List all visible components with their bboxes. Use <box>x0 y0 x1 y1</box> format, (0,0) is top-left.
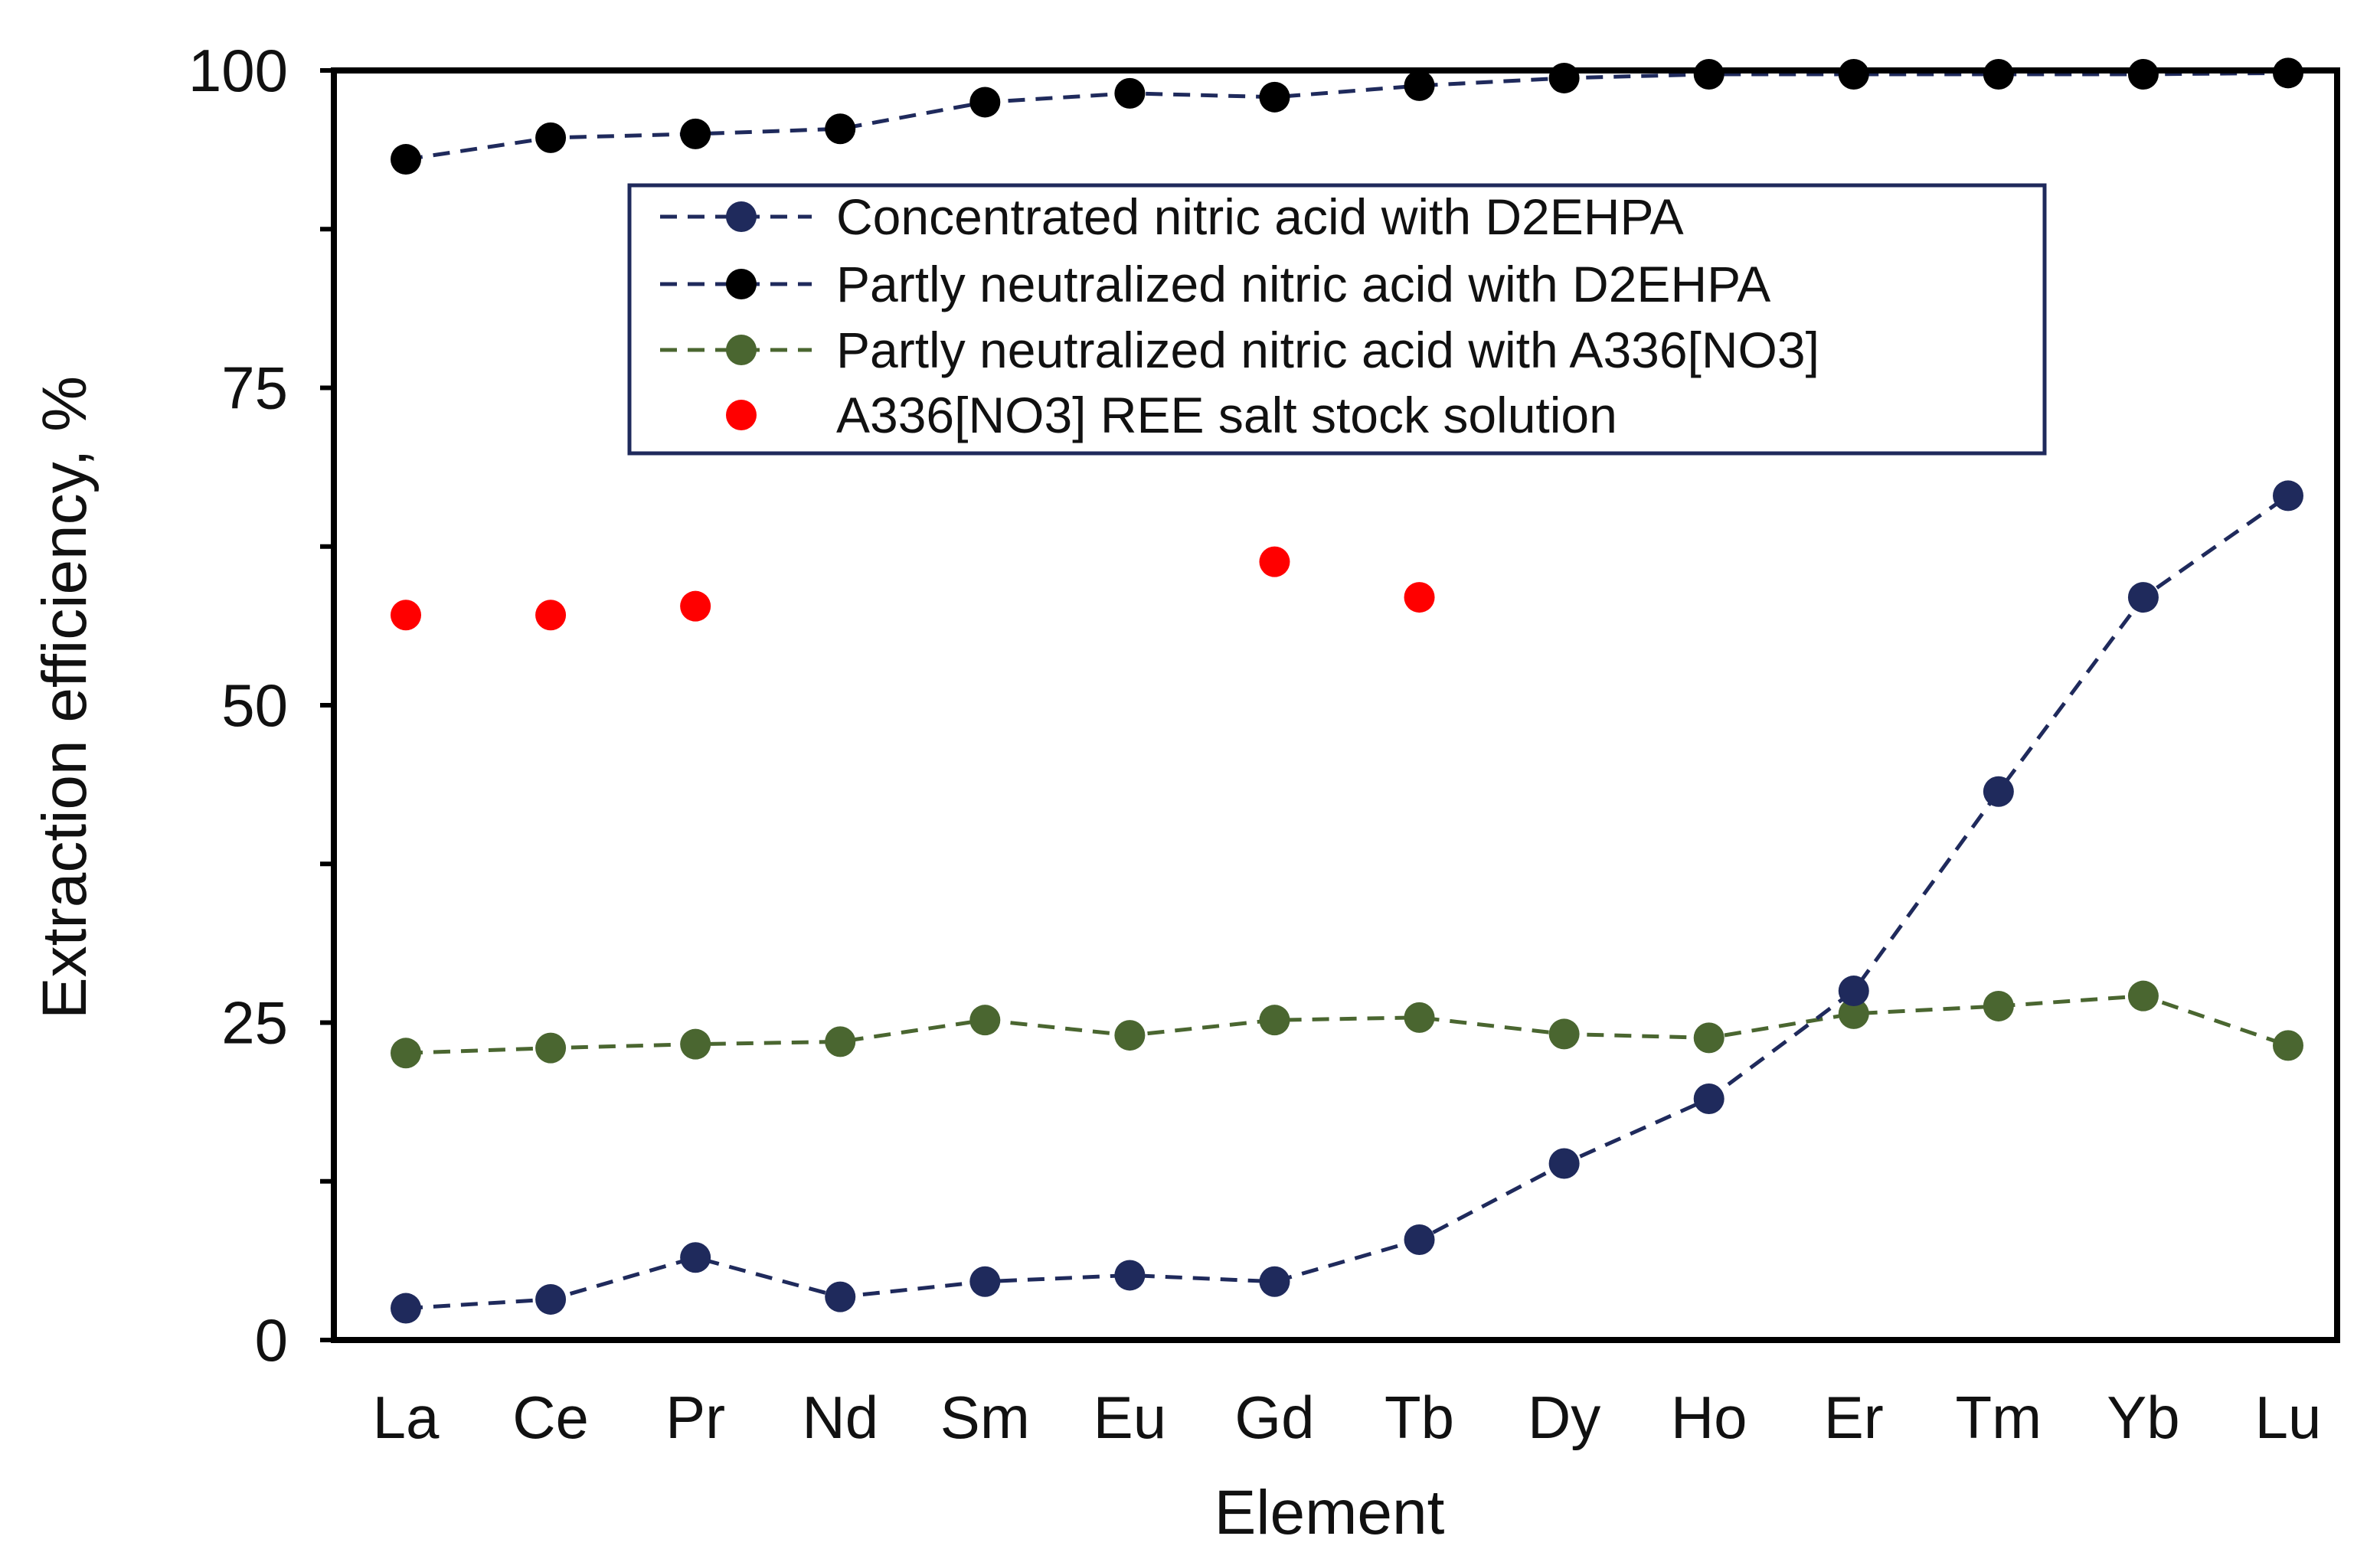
x-tick-label-sm: Sm <box>940 1384 1030 1451</box>
x-tick-label-nd: Nd <box>802 1384 878 1451</box>
data-point <box>1693 1022 1725 1054</box>
x-axis: La Ce Pr Nd Sm Eu Gd Tb Dy Ho Er Tm Yb Lu <box>373 1384 2322 1451</box>
series-line <box>405 70 2289 162</box>
data-point <box>1838 998 1869 1029</box>
y-axis-title: Extraction efficiency, % <box>30 376 100 1019</box>
legend-item-2: Partly neutralized nitric acid with A336… <box>660 322 1819 378</box>
x-tick-label-tb: Tb <box>1385 1384 1454 1451</box>
data-point <box>1548 1018 1580 1050</box>
data-point <box>1838 58 1869 90</box>
x-tick-label-er: Er <box>1824 1384 1884 1451</box>
data-point <box>1404 582 1435 613</box>
x-tick-label-yb: Yb <box>2107 1384 2179 1451</box>
legend-marker-swatch <box>726 269 757 299</box>
y-tick-label: 50 <box>221 672 288 739</box>
data-point <box>1404 1002 1435 1033</box>
data-point <box>680 1028 711 1060</box>
x-axis-title: Element <box>1215 1478 1445 1548</box>
legend: Concentrated nitric acid with D2EHPA Part… <box>627 183 2047 456</box>
legend-item-1: Partly neutralized nitric acid with D2EH… <box>660 256 1770 312</box>
data-point <box>1404 1224 1435 1256</box>
legend-label: Concentrated nitric acid with D2EHPA <box>836 188 1684 245</box>
x-tick-label-gd: Gd <box>1234 1384 1314 1451</box>
data-point <box>391 600 421 631</box>
x-tick-label-dy: Dy <box>1528 1384 1600 1451</box>
data-point <box>1983 58 2014 90</box>
series-0 <box>391 480 2303 1324</box>
data-point <box>2127 980 2159 1012</box>
data-point <box>1404 70 1435 101</box>
data-point <box>969 1005 1001 1036</box>
data-point <box>2273 480 2303 511</box>
data-point <box>1259 81 1290 113</box>
series-line <box>405 494 2290 1311</box>
legend-marker-swatch <box>726 201 757 232</box>
data-point <box>680 118 711 149</box>
data-point <box>1693 58 1725 90</box>
data-point <box>535 122 567 153</box>
data-point <box>535 600 567 631</box>
x-tick-label-lu: Lu <box>2255 1384 2322 1451</box>
data-point <box>1983 990 2014 1021</box>
x-tick-label-tm: Tm <box>1956 1384 2042 1451</box>
legend-marker-swatch <box>726 335 757 365</box>
data-point <box>1693 1083 1725 1114</box>
x-tick-label-pr: Pr <box>665 1384 725 1451</box>
data-point <box>969 1266 1001 1297</box>
legend-label: Partly neutralized nitric acid with A336… <box>836 322 1819 378</box>
data-point <box>1259 546 1290 577</box>
x-tick-label-ce: Ce <box>512 1384 589 1451</box>
x-tick-label-la: La <box>373 1384 440 1451</box>
data-point <box>1983 776 2014 807</box>
series-1 <box>391 57 2303 175</box>
data-point <box>825 1026 856 1057</box>
x-tick-label-ho: Ho <box>1671 1384 1747 1451</box>
y-axis: 0 25 50 75 100 <box>188 37 334 1374</box>
data-point <box>1548 62 1580 93</box>
data-point <box>535 1032 567 1064</box>
data-point <box>2273 1030 2303 1061</box>
series-3 <box>391 546 1435 631</box>
data-point <box>969 87 1001 118</box>
data-point <box>680 590 711 622</box>
data-point <box>1259 1005 1290 1036</box>
data-point <box>1548 1148 1580 1179</box>
data-point <box>391 1293 421 1324</box>
plot-layer <box>391 57 2303 1324</box>
data-point <box>1114 1020 1146 1051</box>
data-point <box>391 144 421 175</box>
series-line <box>405 994 2289 1055</box>
legend-box <box>627 183 2047 456</box>
data-point <box>2127 582 2159 613</box>
y-tick-label: 25 <box>221 989 288 1057</box>
y-tick-label: 0 <box>255 1306 288 1374</box>
data-point <box>391 1038 421 1069</box>
data-point <box>1838 976 1869 1007</box>
data-point <box>825 1281 856 1312</box>
data-point <box>680 1242 711 1273</box>
legend-label: Partly neutralized nitric acid with D2EH… <box>836 256 1770 312</box>
legend-item-3: A336[NO3] REE salt stock solution <box>726 387 1617 443</box>
legend-label: A336[NO3] REE salt stock solution <box>836 387 1617 443</box>
data-point <box>825 113 856 145</box>
data-point <box>1114 77 1146 109</box>
data-point <box>2127 58 2159 90</box>
y-tick-label: 100 <box>188 37 288 104</box>
x-tick-label-eu: Eu <box>1094 1384 1166 1451</box>
legend-marker-swatch <box>726 400 757 430</box>
legend-item-0: Concentrated nitric acid with D2EHPA <box>660 188 1684 245</box>
series-2 <box>391 980 2303 1069</box>
data-point <box>1114 1260 1146 1291</box>
data-point <box>1259 1266 1290 1297</box>
y-tick-label: 75 <box>221 355 288 422</box>
data-point <box>535 1283 567 1315</box>
